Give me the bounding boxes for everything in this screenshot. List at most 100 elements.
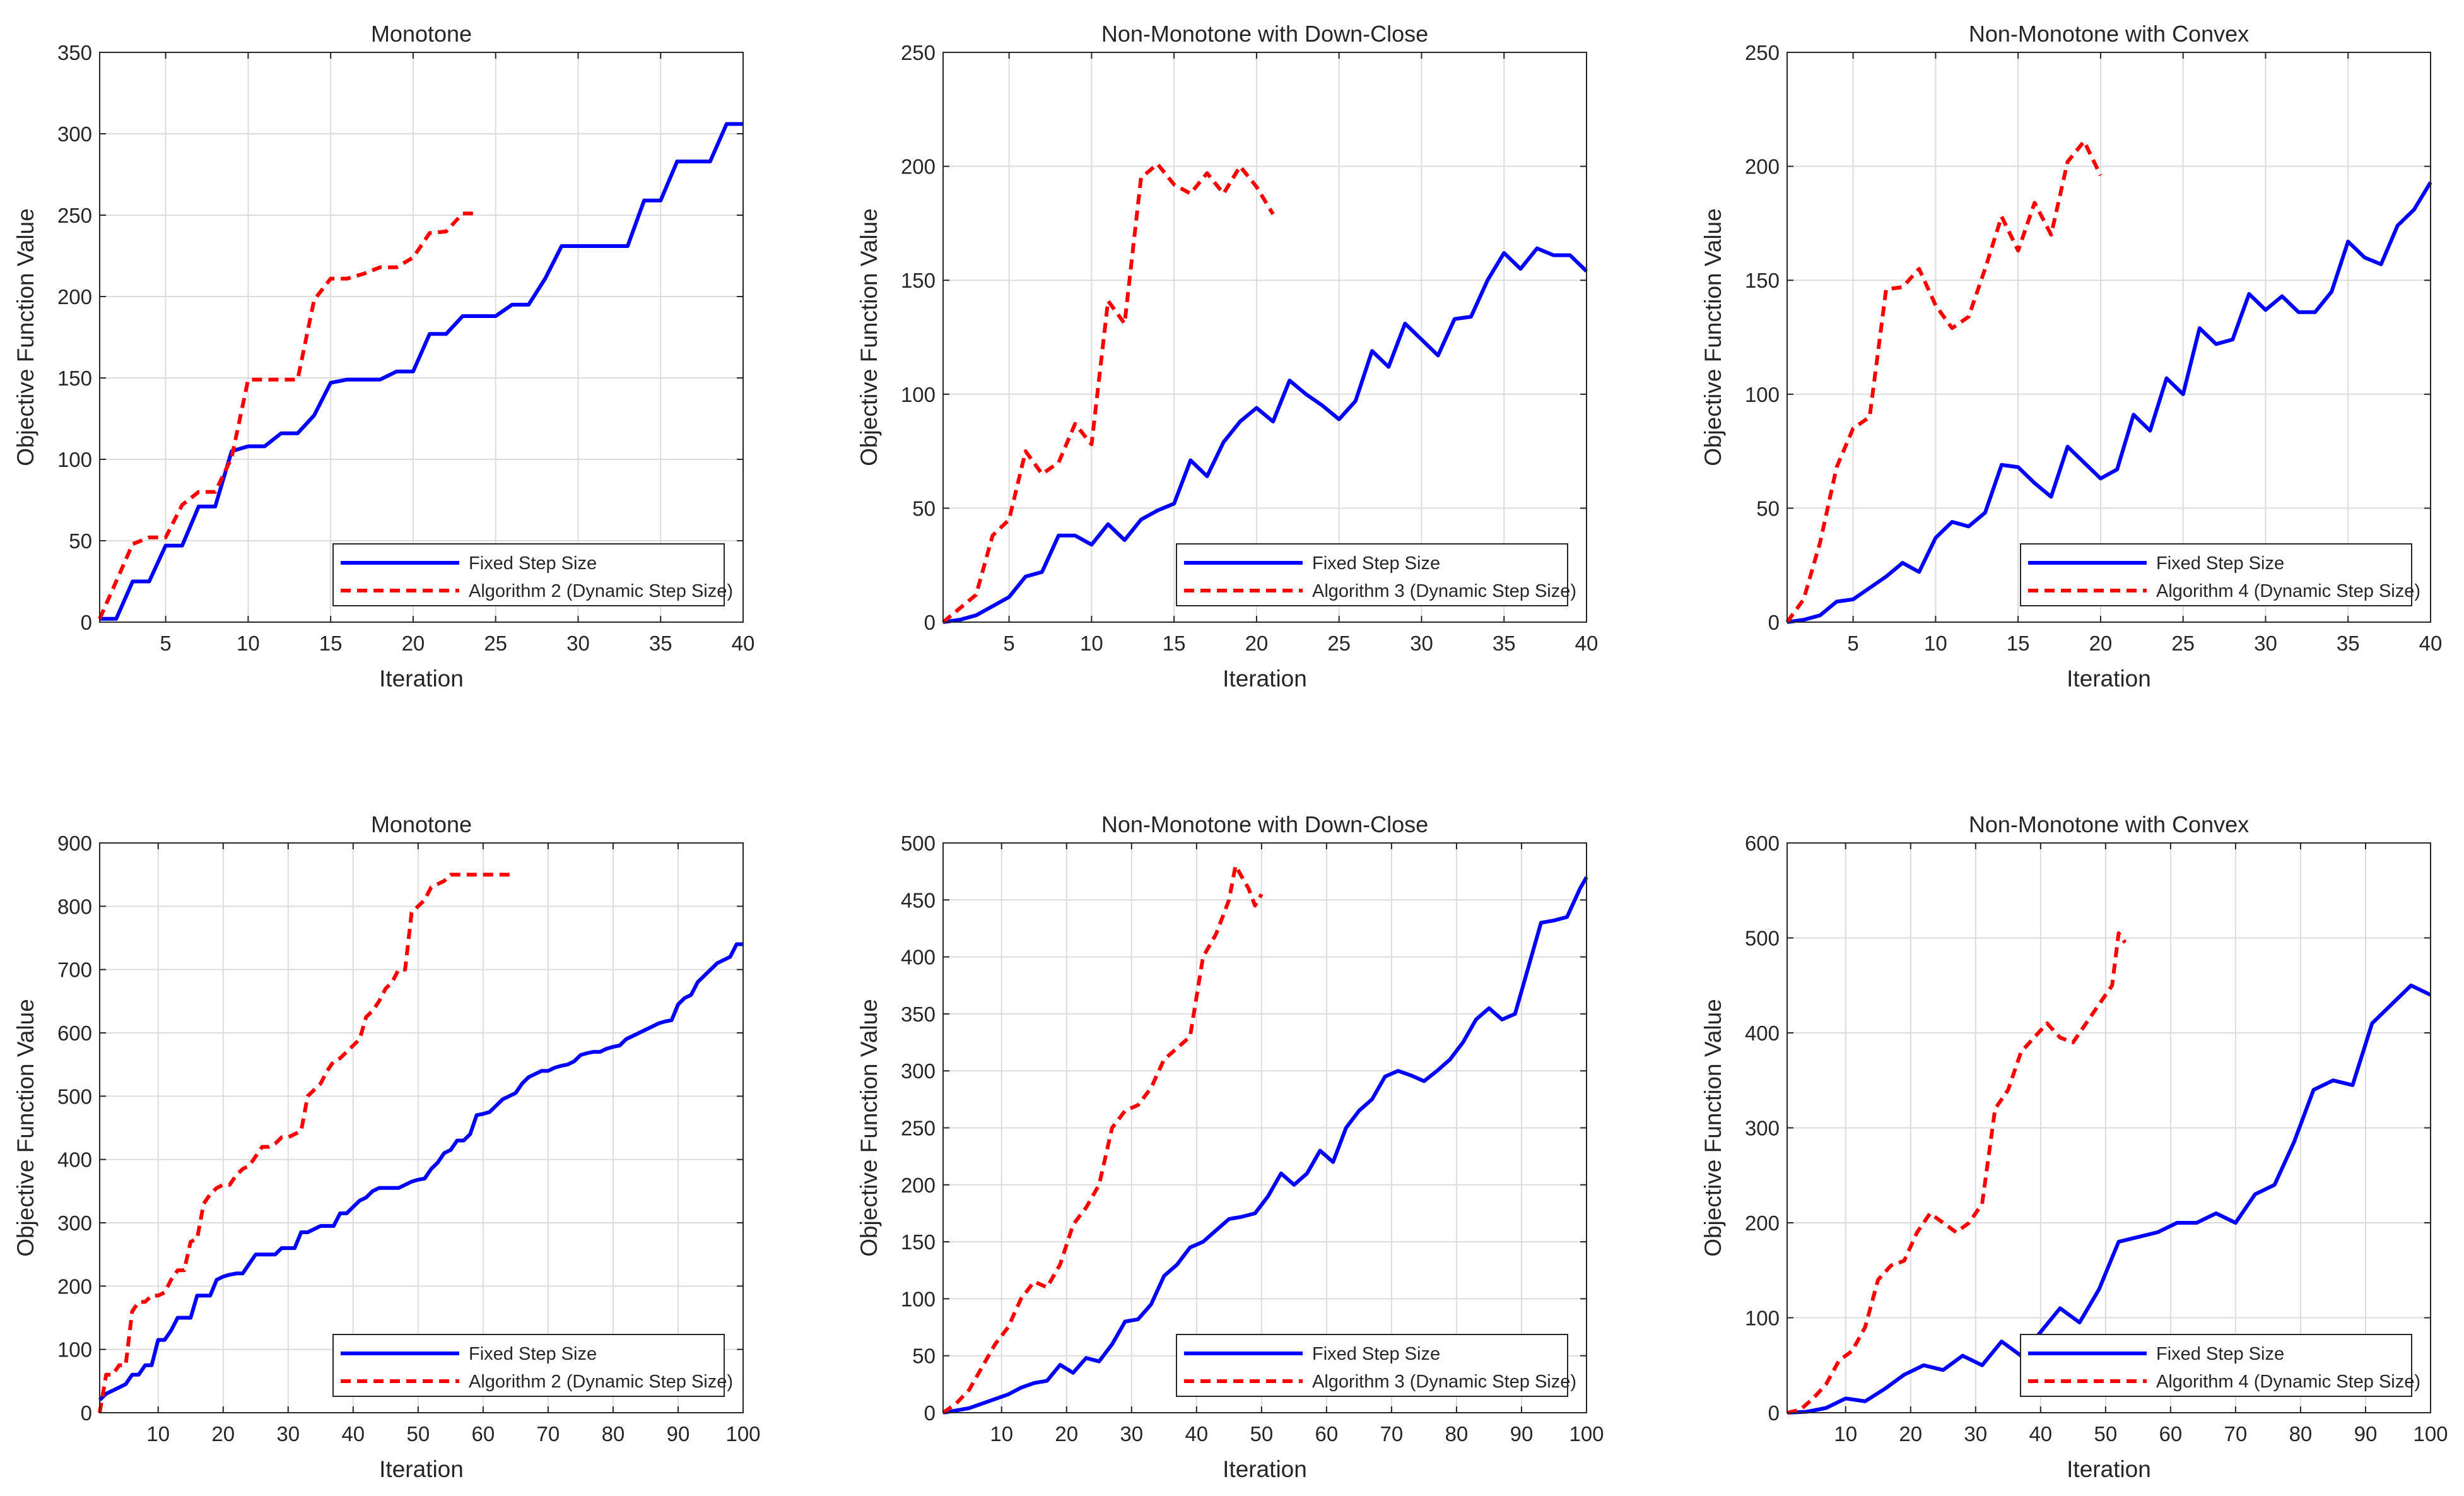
x-tick-label: 70	[537, 1422, 560, 1446]
y-tick-label: 0	[81, 1401, 92, 1425]
x-tick-label: 100	[1569, 1422, 1604, 1446]
series-line-dynamic	[1786, 931, 2127, 1415]
y-tick-label: 100	[901, 1287, 936, 1310]
y-tick-label: 50	[912, 1345, 936, 1368]
legend-entry: Algorithm 4 (Dynamic Step Size)	[2156, 1372, 2420, 1392]
y-tick-label: 250	[57, 204, 92, 227]
x-tick-label: 40	[2419, 632, 2443, 655]
axes-box	[1786, 52, 2431, 623]
y-tick-label: 50	[912, 497, 936, 520]
x-tick-label: 90	[2354, 1422, 2378, 1446]
y-tick-label: 900	[57, 832, 92, 855]
series-line-fixed	[942, 876, 1588, 1415]
legend: Fixed Step Size Algorithm 4 (Dynamic Step…	[2020, 543, 2420, 606]
x-tick-label: 90	[1510, 1422, 1534, 1446]
x-tick-label: 10	[1834, 1422, 1857, 1446]
y-tick-label: 100	[57, 448, 92, 471]
x-tick-label: 20	[402, 632, 425, 655]
series-line-dynamic	[1785, 139, 2103, 623]
legend-box	[1176, 543, 1568, 606]
y-tick-label: 200	[57, 1275, 92, 1298]
chart-1: 5 10 15 20 25 30 35 40 0 50 100 150 200 250 300 350 Mono…	[13, 21, 754, 692]
chart-title: Monotone	[371, 811, 472, 837]
y-tick-label: 200	[1745, 1211, 1780, 1235]
x-tick-label: 50	[1250, 1422, 1273, 1446]
legend: Fixed Step Size Algorithm 2 (Dynamic Step…	[332, 1334, 733, 1397]
x-tick-label: 40	[2029, 1422, 2052, 1446]
x-tick-label: 30	[2254, 632, 2277, 655]
x-axis-label: Iteration	[1223, 1456, 1307, 1482]
y-tick-label: 150	[1745, 269, 1780, 292]
x-tick-label: 35	[1493, 632, 1516, 655]
chart-3: 5 10 15 20 25 30 35 40 0 50 100 150 200 250 Non-Monoto…	[1700, 21, 2442, 692]
x-tick-label: 60	[1315, 1422, 1339, 1446]
x-tick-label: 30	[1120, 1422, 1143, 1446]
chart-2: 5 10 15 20 25 30 35 40 0 50 100 150 200 250 Non-Monoto…	[856, 21, 1598, 692]
y-tick-label: 150	[57, 367, 92, 390]
x-tick-label: 30	[1410, 632, 1433, 655]
y-tick-label: 400	[57, 1148, 92, 1172]
axes-box	[99, 52, 744, 623]
series-line-fixed	[1786, 983, 2432, 1415]
chart-4: 10 20 30 40 50 60 70 80 90 100 0 100 200 300 400 500 600…	[13, 811, 761, 1482]
x-axis-label: Iteration	[379, 1456, 464, 1482]
x-tick-label: 20	[1055, 1422, 1078, 1446]
y-tick-label: 300	[57, 1211, 92, 1235]
x-axis-label: Iteration	[2067, 666, 2151, 692]
y-tick-label: 400	[1745, 1022, 1780, 1045]
x-tick-label: 70	[2224, 1422, 2248, 1446]
x-tick-label: 40	[1575, 632, 1599, 655]
x-tick-label: 25	[2171, 632, 2195, 655]
x-tick-label: 80	[602, 1422, 625, 1446]
legend-entry: Fixed Step Size	[2156, 1344, 2284, 1364]
y-axis-label: Objective Function Value	[13, 999, 38, 1257]
y-tick-label: 500	[1745, 927, 1780, 950]
y-tick-label: 50	[1756, 497, 1780, 520]
series-line-dynamic	[942, 162, 1275, 624]
legend-entry: Algorithm 2 (Dynamic Step Size)	[469, 581, 733, 601]
x-tick-label: 5	[1847, 632, 1858, 655]
y-axis-label: Objective Function Value	[13, 208, 38, 466]
y-axis-label: Objective Function Value	[856, 999, 882, 1257]
y-axis-label: Objective Function Value	[1700, 999, 1726, 1257]
series-line-fixed	[1786, 181, 2432, 624]
y-tick-label: 200	[57, 285, 92, 309]
legend-entry: Algorithm 2 (Dynamic Step Size)	[469, 1372, 733, 1392]
y-tick-label: 150	[901, 269, 936, 292]
x-tick-label: 30	[276, 1422, 300, 1446]
series-line-dynamic	[98, 873, 516, 1413]
x-axis-label: Iteration	[1223, 666, 1307, 692]
chart-title: Non-Monotone with Convex	[1969, 811, 2249, 837]
y-tick-label: 0	[924, 1401, 936, 1425]
x-axis-label: Iteration	[379, 666, 464, 692]
legend-entry: Fixed Step Size	[469, 1344, 597, 1364]
y-tick-label: 500	[901, 832, 936, 855]
x-tick-label: 35	[649, 632, 672, 655]
chart-6: 10 20 30 40 50 60 70 80 90 100 0 100 200 300 400 500 600…	[1700, 811, 2448, 1482]
y-tick-label: 200	[1745, 155, 1780, 179]
x-tick-label: 50	[406, 1422, 430, 1446]
x-tick-label: 30	[566, 632, 590, 655]
y-tick-label: 400	[901, 946, 936, 969]
x-tick-label: 40	[1185, 1422, 1208, 1446]
x-tick-label: 90	[667, 1422, 690, 1446]
y-tick-label: 250	[901, 1117, 936, 1140]
x-tick-label: 10	[990, 1422, 1013, 1446]
y-tick-label: 0	[1768, 1401, 1780, 1425]
x-tick-label: 60	[472, 1422, 495, 1446]
legend-entry: Fixed Step Size	[1312, 1344, 1440, 1364]
y-tick-label: 500	[57, 1085, 92, 1108]
y-tick-label: 0	[1768, 611, 1780, 634]
y-tick-label: 100	[1745, 383, 1780, 406]
y-tick-label: 300	[901, 1059, 936, 1083]
x-tick-label: 100	[2413, 1422, 2448, 1446]
plot-area	[1787, 52, 2431, 622]
x-tick-label: 50	[2094, 1422, 2117, 1446]
y-tick-label: 200	[901, 155, 936, 179]
y-tick-label: 150	[901, 1230, 936, 1254]
plot-area	[100, 52, 743, 622]
legend-box	[1176, 1334, 1568, 1397]
x-tick-label: 5	[160, 632, 171, 655]
y-axis-label: Objective Function Value	[856, 208, 882, 466]
